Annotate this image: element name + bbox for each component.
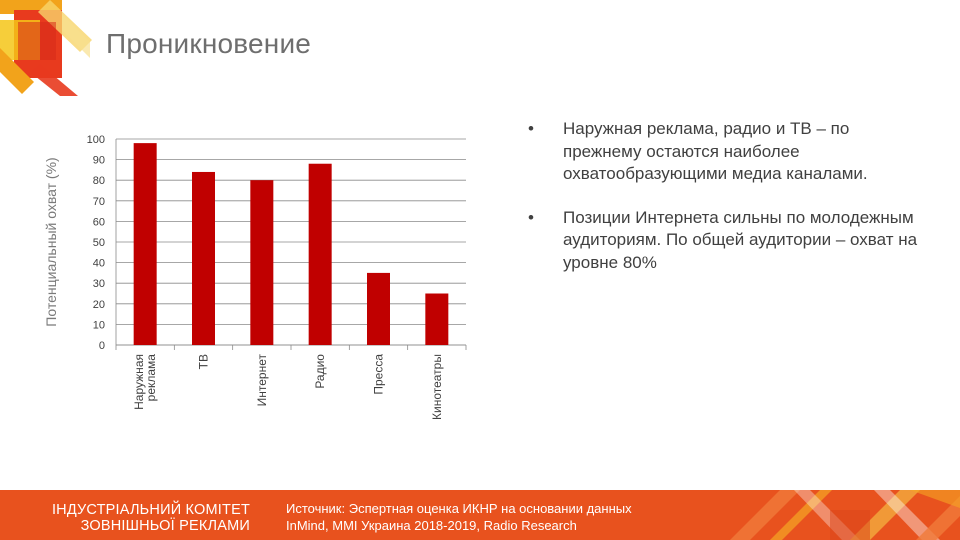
y-tick-label: 30 [93,278,105,290]
y-tick-label: 90 [93,155,105,167]
bullet-dot: • [528,119,534,138]
x-tick-label: ТВ [197,354,211,369]
footer-bar: ІНДУСТРІАЛЬНИЙ КОМІТЕТ ЗОВНІШНЬОЇ РЕКЛАМ… [0,490,960,540]
x-tick-label: Наружная [132,354,146,410]
x-tick-label: Интернет [255,353,269,406]
bullet-item: • Наружная реклама, радио и ТВ – по преж… [528,118,928,186]
y-tick-label: 80 [93,175,105,187]
bullet-text: Позиции Интернета сильны по молодежным а… [563,207,918,272]
y-axis-title: Потенциальный охват (%) [43,157,59,326]
y-tick-label: 50 [93,237,105,249]
y-tick-label: 40 [93,258,105,270]
bullet-list: • Наружная реклама, радио и ТВ – по преж… [528,118,928,295]
y-tick-label: 60 [93,216,105,228]
bar [308,163,332,345]
x-tick-label: Радио [313,354,327,389]
y-tick-label: 10 [93,319,105,331]
footer-organization: ІНДУСТРІАЛЬНИЙ КОМІТЕТ ЗОВНІШНЬОЇ РЕКЛАМ… [24,502,250,534]
bar [425,293,449,345]
y-tick-label: 20 [93,299,105,311]
x-tick-label: Пресса [372,354,386,395]
y-tick-label: 70 [93,196,105,208]
footer-org-line: ЗОВНІШНЬОЇ РЕКЛАМИ [80,518,250,534]
footer-source: Источник: Эспертная оценка ИКНР на основ… [286,500,706,534]
x-tick-label: Кинотеатры [430,354,444,420]
footer-source-line: Источник: Эспертная оценка ИКНР на основ… [286,501,632,516]
reach-bar-chart: 0 10 20 30 40 50 60 70 80 90 100 Наружная реклама ТВ И… [36,128,476,448]
footer-decoration-icon [730,490,960,540]
bar [133,143,157,345]
y-tick-label: 100 [87,134,105,146]
bar [250,180,274,345]
footer-source-line: InMind, MMI Украина 2018-2019, Radio Res… [286,518,577,533]
bullet-dot: • [528,207,534,227]
y-tick-label: 0 [99,340,105,352]
bar [367,272,390,345]
x-tick-label: реклама [144,354,158,402]
bar [192,171,215,345]
bullet-text: Наружная реклама, радио и ТВ – по прежне… [563,119,868,183]
page-title: Проникновение [106,28,312,59]
footer-org-line: ІНДУСТРІАЛЬНИЙ КОМІТЕТ [51,502,250,518]
logo-icon [0,0,92,96]
bullet-item: • Позиции Интернета сильны по молодежным… [528,207,928,275]
